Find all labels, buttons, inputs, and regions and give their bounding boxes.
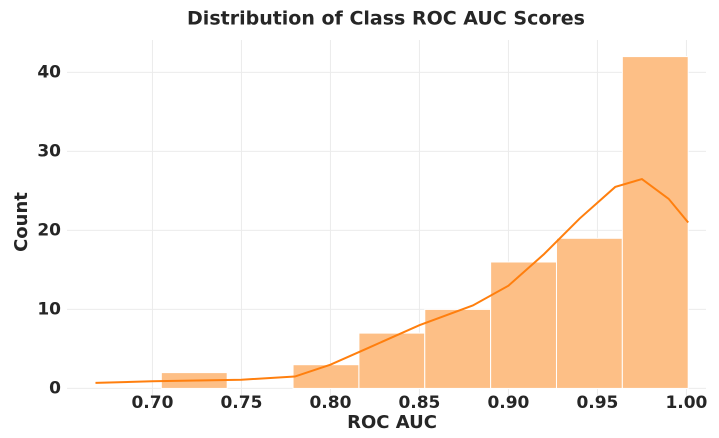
bar <box>490 261 557 389</box>
bar <box>358 332 426 389</box>
y-axis-label: Count <box>11 192 32 252</box>
bar <box>621 56 689 389</box>
y-tick-label: 10 <box>37 299 61 319</box>
x-tick-label: 0.85 <box>398 393 440 413</box>
x-tick-label: 1.00 <box>665 393 707 413</box>
x-tick-label: 0.95 <box>576 393 618 413</box>
bar <box>555 237 623 389</box>
bar <box>292 364 360 389</box>
bar <box>424 308 492 389</box>
x-tick-label: 0.70 <box>131 393 173 413</box>
y-tick-label: 40 <box>37 62 61 82</box>
x-tick-label: 0.90 <box>487 393 529 413</box>
x-tick-label: 0.75 <box>220 393 262 413</box>
y-tick-label: 0 <box>49 378 61 398</box>
y-tick-label: 30 <box>37 141 61 161</box>
kde-line <box>95 177 689 384</box>
chart-title: Distribution of Class ROC AUC Scores <box>187 8 585 30</box>
y-tick-label: 20 <box>37 220 61 240</box>
x-tick-label: 0.80 <box>309 393 351 413</box>
x-axis-label: ROC AUC <box>347 412 437 433</box>
